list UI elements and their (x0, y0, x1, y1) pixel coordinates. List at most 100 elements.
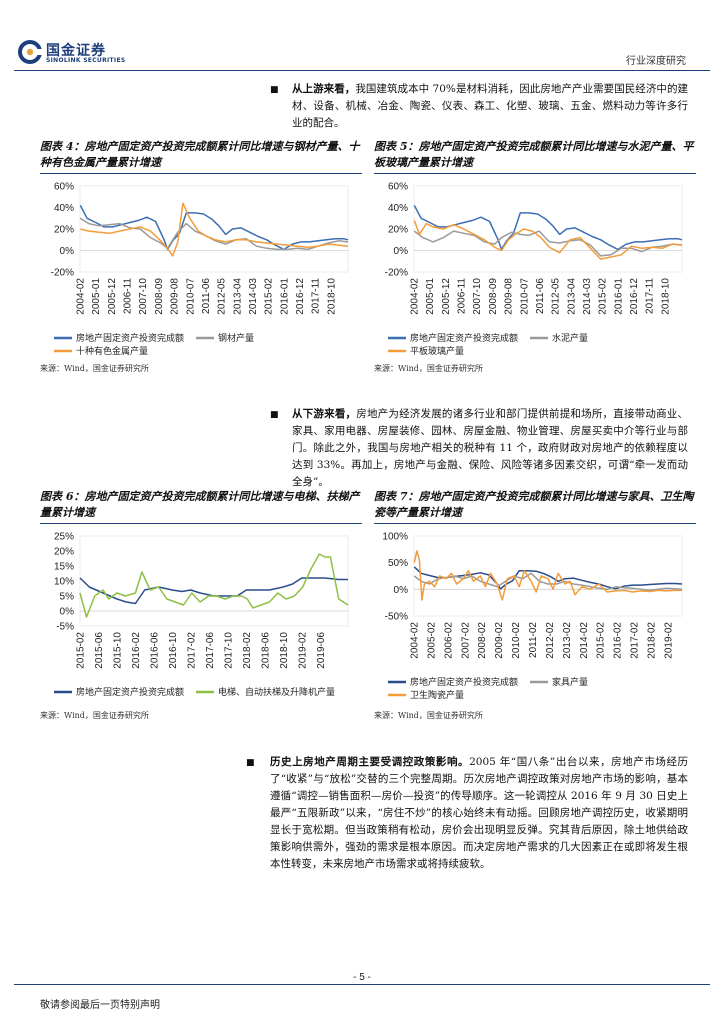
x-tick-label: 2005-12 (441, 278, 452, 315)
x-tick-label: 2006-11 (123, 278, 134, 314)
legend-label: 钢材产量 (218, 332, 254, 343)
legend-label: 水泥产量 (552, 332, 588, 343)
x-tick-label: 2007-02 (460, 622, 471, 659)
y-tick-label: 20% (54, 547, 74, 558)
legend-label: 平板玻璃产量 (410, 345, 464, 356)
figure-4-title-rule (40, 173, 362, 174)
figure-5-title-rule (374, 173, 696, 174)
x-tick-label: 2015-10 (112, 632, 123, 669)
x-tick-label: 2005-01 (91, 278, 102, 315)
x-tick-label: 2004-02 (410, 622, 421, 659)
figure-5-chart: -20% 0% 20% 40% 60% 2004-02 2005-01 2005-12 2006… (374, 176, 696, 360)
figure-6-title: 图表 6：房地产固定资产投资完成额累计同比增速与电梯、扶梯产量累计增速 (40, 490, 360, 519)
x-tick-label: 2014-03 (248, 278, 259, 315)
figure-7-source: 来源：Wind，国金证券研究所 (374, 711, 483, 720)
y-tick-label: 0% (60, 246, 75, 257)
y-tick-label: 0% (394, 585, 409, 596)
plot-area (413, 535, 683, 617)
x-tick-label: 2014-02 (579, 622, 590, 659)
disclaimer-note: 敬请参阅最后一页特别声明 (40, 1000, 160, 1011)
header-rule (14, 70, 710, 71)
plot-area (79, 535, 349, 627)
x-tick-label: 2016-02 (131, 632, 142, 669)
x-tick-label: 2016-12 (295, 278, 306, 315)
upstream-text: 我国建筑成本中 70%是材料消耗，因此房地产产业需要国民经济中的建材、设备、机械… (292, 83, 688, 129)
y-tick-label: 20% (388, 225, 408, 236)
bullet-icon: ■ (270, 85, 279, 95)
x-tick-label: 2013-04 (232, 278, 243, 315)
x-tick-label: 2008-02 (477, 622, 488, 659)
plot-area (79, 185, 349, 273)
plot-area (413, 185, 683, 273)
x-tick-label: 2009-08 (170, 278, 181, 315)
x-tick-label: 2006-02 (443, 622, 454, 659)
figure-4-source: 来源：Wind，国金证券研究所 (40, 364, 149, 373)
series-line-1 (413, 230, 683, 257)
x-tick-label: 2013-02 (562, 622, 573, 659)
sinolink-logo-icon (18, 40, 42, 64)
upstream-paragraph: 从上游来看，我国建筑成本中 70%是材料消耗，因此房地产产业需要国民经济中的建材… (292, 81, 688, 132)
y-tick-label: -5% (56, 622, 74, 633)
legend-label: 家具产量 (552, 676, 588, 687)
page-number: - 5 - (353, 972, 371, 983)
series-line-0 (79, 205, 349, 251)
y-tick-label: -20% (385, 268, 408, 279)
y-tick-label: 100% (382, 532, 408, 543)
logo-english-name: SINOLINK SECURITIES (46, 57, 126, 64)
x-tick-label: 2019-02 (663, 622, 674, 659)
x-tick-label: 2018-02 (242, 632, 253, 669)
footer-rule (14, 984, 710, 985)
legend-label: 房地产固定资产投资完成额 (410, 676, 518, 687)
x-tick-label: 2010-02 (511, 622, 522, 659)
report-type: 行业深度研究 (626, 56, 686, 67)
figure-6-title-rule (40, 523, 362, 524)
legend-label: 房地产固定资产投资完成额 (410, 332, 518, 343)
x-tick-label: 2017-06 (205, 632, 216, 669)
x-tick-label: 2008-09 (154, 278, 165, 315)
x-tick-label: 2018-10 (660, 278, 671, 315)
x-tick-label: 2016-12 (629, 278, 640, 315)
x-tick-label: 2013-04 (566, 278, 577, 315)
x-tick-label: 2016-10 (168, 632, 179, 669)
series-line-1 (79, 553, 349, 618)
figure-5-title: 图表 5：房地产固定资产投资完成额累计同比增速与水泥产量、平板玻璃产量累计增速 (374, 140, 694, 169)
x-tick-label: 2019-02 (297, 632, 308, 669)
x-tick-label: 2014-03 (582, 278, 593, 315)
x-tick-label: 2005-02 (426, 622, 437, 659)
upstream-lead: 从上游来看， (292, 83, 356, 95)
x-tick-label: 2017-02 (186, 632, 197, 669)
x-tick-label: 2018-06 (260, 632, 271, 669)
y-tick-label: -20% (51, 268, 74, 279)
series-line-0 (79, 577, 348, 605)
legend-label: 房地产固定资产投资完成额 (76, 686, 184, 697)
y-tick-label: 0% (60, 607, 75, 618)
x-tick-label: 2006-11 (457, 278, 468, 314)
figure-7-title-rule (374, 523, 696, 524)
series-line-2 (413, 550, 682, 601)
legend-label: 十种有色金属产量 (76, 345, 148, 356)
x-tick-label: 2018-10 (279, 632, 290, 669)
x-tick-label: 2016-02 (613, 622, 624, 659)
x-tick-label: 2016-01 (613, 278, 624, 315)
x-tick-label: 2009-08 (504, 278, 515, 315)
y-tick-label: 60% (388, 182, 408, 193)
x-tick-label: 2017-11 (645, 278, 656, 314)
figure-6-source: 来源：Wind，国金证券研究所 (40, 711, 149, 720)
x-tick-label: 2011-06 (201, 278, 212, 314)
bullet-icon: ■ (270, 410, 279, 420)
series-line-0 (413, 205, 683, 251)
series-line-0 (413, 566, 683, 590)
x-tick-label: 2015-02 (264, 278, 275, 315)
y-tick-label: 15% (54, 562, 74, 573)
history-lead: 历史上房地产周期主要受调控政策影响。 (270, 756, 470, 768)
downstream-paragraph: 从下游来看，房地产为经济发展的诸多行业和部门提供前提和场所，直接带动商业、家具、… (292, 406, 688, 491)
legend-label: 房地产固定资产投资完成额 (76, 332, 184, 343)
figure-7-title: 图表 7：房地产固定资产投资完成额累计同比增速与家具、卫生陶瓷等产量累计增速 (374, 490, 694, 519)
legend-label: 电梯、自动扶梯及升降机产量 (218, 686, 335, 697)
x-tick-label: 2012-02 (545, 622, 556, 659)
x-tick-label: 2017-10 (223, 632, 234, 669)
figure-5-source: 来源：Wind，国金证券研究所 (374, 364, 483, 373)
series-line-2 (413, 220, 683, 260)
x-tick-label: 2004-02 (410, 278, 421, 315)
x-tick-label: 2011-06 (535, 278, 546, 314)
